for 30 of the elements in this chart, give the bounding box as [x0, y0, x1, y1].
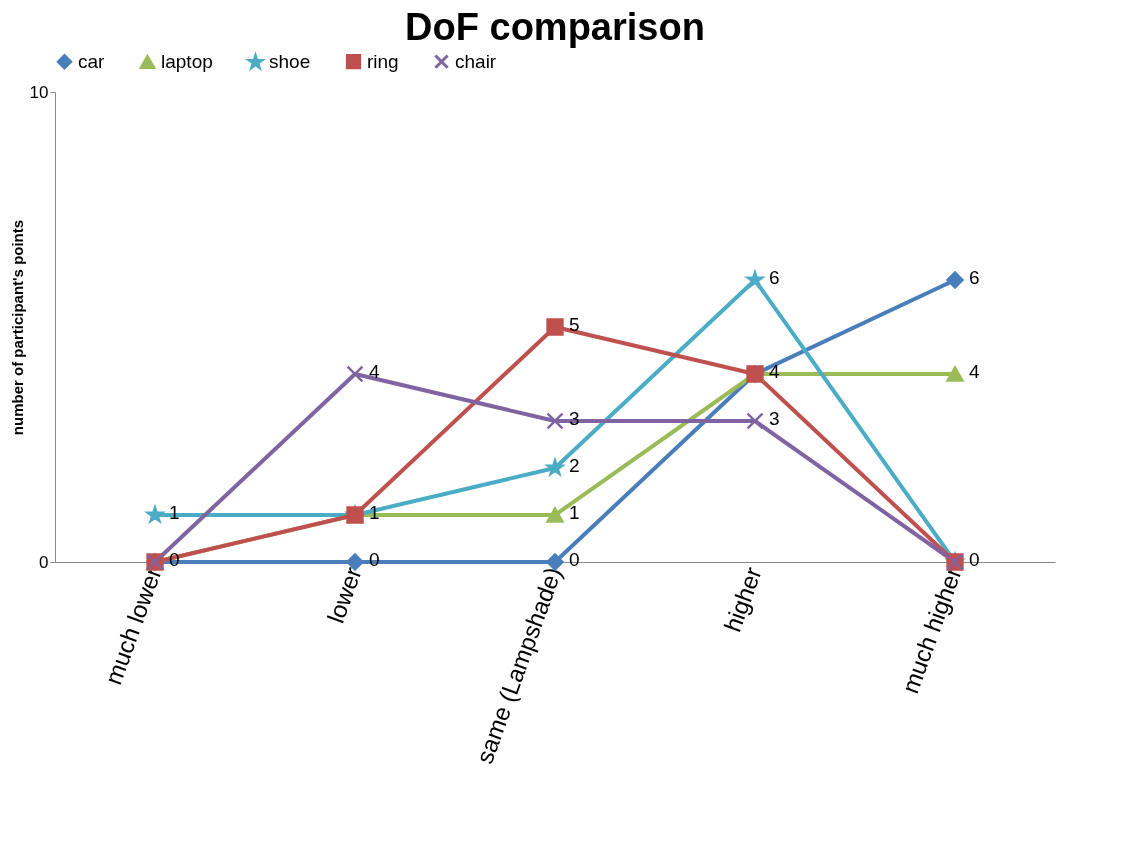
point — [546, 318, 564, 336]
data-label: 1 — [569, 502, 580, 523]
data-label: 0 — [569, 549, 580, 570]
legend-label: ring — [367, 50, 399, 72]
legend-label: shoe — [269, 51, 311, 73]
data-label: 0 — [169, 549, 180, 570]
y-axis-title: number of participant's points — [8, 219, 26, 436]
data-label: 2 — [569, 455, 580, 476]
y-tick-label: 10 — [29, 82, 49, 102]
data-label: 4 — [969, 361, 980, 382]
x-tick-label: much higher — [896, 563, 967, 697]
point — [746, 412, 764, 430]
x-tick-label: lower — [321, 563, 367, 627]
data-label: 4 — [369, 361, 380, 382]
point — [946, 366, 964, 382]
point — [546, 412, 564, 430]
data-label: 5 — [569, 314, 580, 335]
data-label: 0 — [969, 549, 980, 570]
chart-title: DoF comparison — [405, 6, 705, 48]
point — [946, 271, 964, 289]
data-label: 3 — [769, 408, 780, 429]
legend-label: laptop — [161, 51, 213, 73]
x-tick-label: much lower — [99, 563, 167, 688]
point — [346, 365, 364, 383]
legend-label: car — [78, 50, 106, 72]
x-tick-label: higher — [718, 563, 767, 636]
data-label: 6 — [769, 267, 780, 288]
data-label: 6 — [969, 267, 980, 288]
point — [546, 507, 564, 523]
legend-label: chair — [455, 50, 497, 72]
